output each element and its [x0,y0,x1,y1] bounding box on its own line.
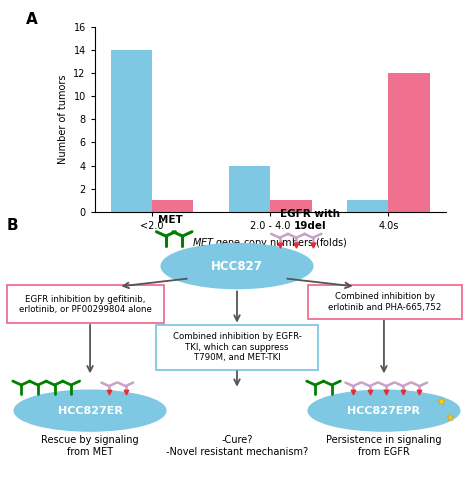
Text: Combined inhibition by
erlotinib and PHA-665,752: Combined inhibition by erlotinib and PHA… [328,292,442,312]
Point [309,241,317,249]
Text: EGFR with
19del: EGFR with 19del [281,209,340,231]
Text: HCC827EPR: HCC827EPR [347,406,420,415]
Text: HCC827ER: HCC827ER [58,406,122,415]
Point [122,389,129,396]
X-axis label: $\it{MET}$ gene copy numbers (folds): $\it{MET}$ gene copy numbers (folds) [192,236,348,250]
Point [292,241,300,249]
Ellipse shape [308,390,460,431]
Point [105,389,113,396]
Bar [111,50,152,212]
FancyBboxPatch shape [308,285,462,319]
Point [416,389,423,396]
Point [276,241,283,249]
Text: B: B [7,218,19,233]
Text: -Cure?
-Novel resistant mechanism?: -Cure? -Novel resistant mechanism? [166,435,308,457]
Bar [229,166,270,212]
FancyBboxPatch shape [156,325,318,370]
Bar [388,73,429,212]
Point [437,397,445,405]
FancyBboxPatch shape [7,285,164,323]
Bar [347,200,388,212]
Legend: Tumors with T790M, Tumors without T790M: Tumors with T790M, Tumors without T790M [151,0,389,1]
Y-axis label: Number of tumors: Number of tumors [58,75,68,164]
Ellipse shape [14,390,166,431]
Text: MET: MET [158,215,183,225]
Point [366,389,374,396]
Text: Rescue by signaling
from MET: Rescue by signaling from MET [41,435,139,457]
Point [399,389,407,396]
Point [383,389,390,396]
Text: HCC827: HCC827 [211,260,263,273]
Text: A: A [26,12,38,27]
Point [349,389,357,396]
Bar [270,200,311,212]
Text: Persistence in signaling
from EGFR: Persistence in signaling from EGFR [326,435,442,457]
Text: Combined inhibition by EGFR-
TKI, which can suppress
T790M, and MET-TKI: Combined inhibition by EGFR- TKI, which … [173,333,301,362]
Bar [152,200,193,212]
Ellipse shape [161,244,313,289]
Text: EGFR inhibition by gefitinib,
erlotinib, or PF00299804 alone: EGFR inhibition by gefitinib, erlotinib,… [19,295,152,314]
Point [447,413,454,421]
